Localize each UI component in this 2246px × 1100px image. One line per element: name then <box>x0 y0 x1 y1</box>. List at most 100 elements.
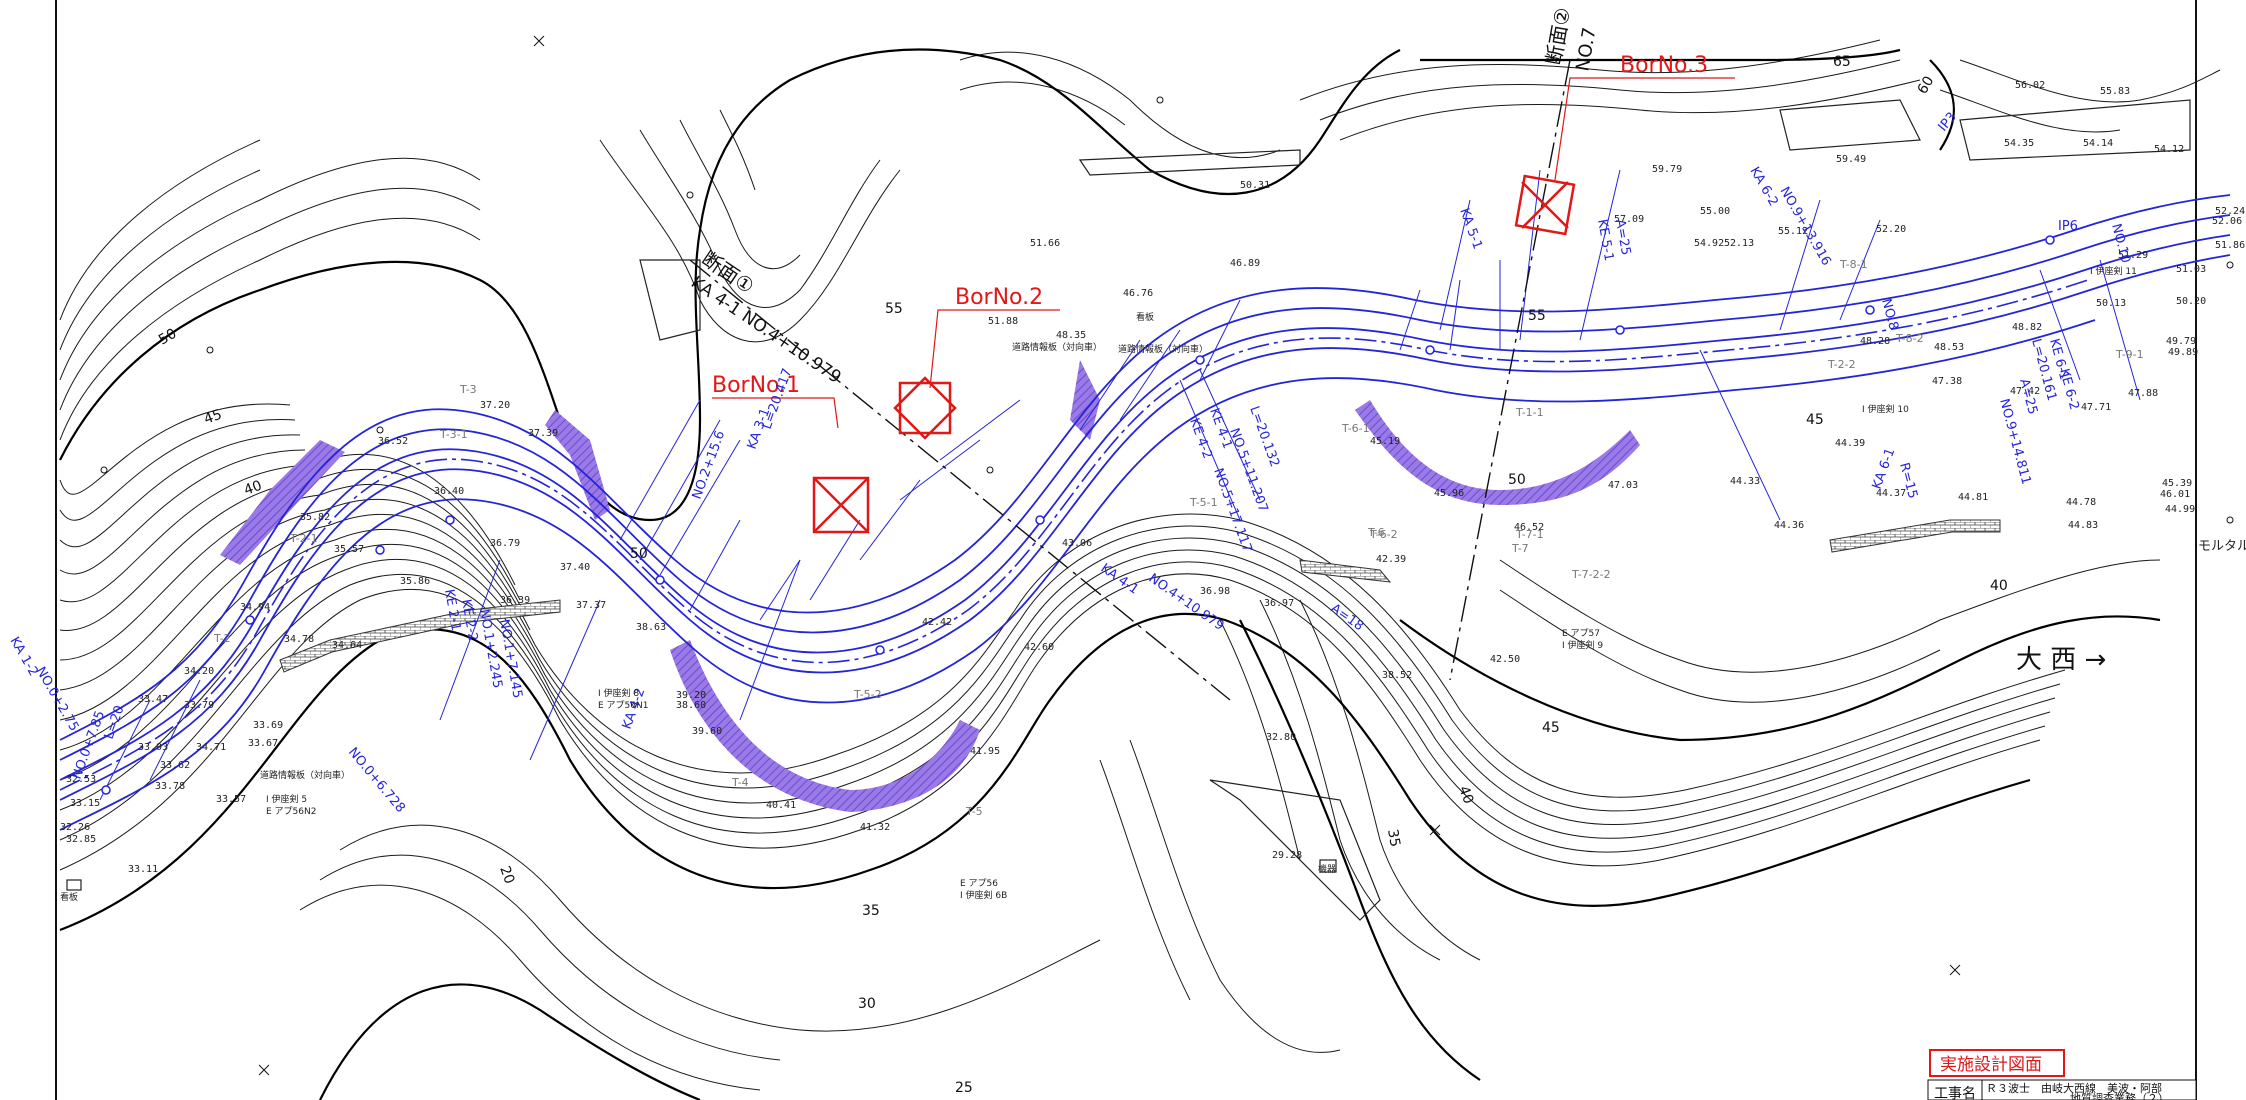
alignment-label: A=25 <box>1612 218 1633 256</box>
spot-height: 42.42 <box>922 617 952 628</box>
contour-lines <box>59 39 2221 1091</box>
spot-height: 52.24 <box>2215 206 2245 217</box>
spot-height: 36.40 <box>434 486 464 497</box>
spot-height: 34.94 <box>240 602 270 613</box>
spot-height: 44.99 <box>2165 504 2195 515</box>
retaining-walls <box>279 519 2001 673</box>
spot-height: 45.96 <box>1434 488 1464 499</box>
spot-height: 33.11 <box>128 864 158 875</box>
spot-height: 32.53 <box>66 774 96 785</box>
spot-height: 42.50 <box>1490 654 1520 665</box>
contour-label: 35 <box>862 903 880 919</box>
spot-height: 38.52 <box>1382 670 1412 681</box>
contour-label: 40 <box>242 478 264 499</box>
alignment-label: IP3 <box>1936 110 1960 135</box>
survey-tag: T-6-2 <box>1369 528 1398 541</box>
note-text: I 伊座剣 8 <box>598 687 639 699</box>
spot-height: 37.40 <box>560 562 590 573</box>
road-alignment <box>59 194 2231 831</box>
alignment-label: KE 5-1 <box>1594 218 1616 262</box>
survey-tag: T-4 <box>731 776 749 789</box>
spot-height: 38.63 <box>636 622 666 633</box>
alignment-label: KE 2-1 <box>441 588 463 632</box>
spot-height: 48.35 <box>1056 330 1086 341</box>
contour-label: 30 <box>858 996 876 1012</box>
notes-group: 道路情報板（対向車） 道路情報板（対向車） 道路情報板（対向車） E アプ56 … <box>60 265 2246 903</box>
boring-3-marker <box>1514 77 1735 236</box>
title-field-value: Ｒ３波士 由岐大西線 美波・阿部 <box>1986 1081 2162 1095</box>
spot-height: 47.38 <box>1932 376 1962 387</box>
spot-height: 33.47 <box>138 694 168 705</box>
contour-label: 60 <box>1915 74 1938 97</box>
boring-2-marker <box>893 309 1060 440</box>
spot-height: 57.09 <box>1614 214 1644 225</box>
note-text: I 伊座剣 9 <box>1562 639 1603 651</box>
spot-height: 33.79 <box>184 700 214 711</box>
spot-height: 32.85 <box>66 834 96 845</box>
spot-height: 48.82 <box>2012 322 2042 333</box>
alignment-label: NO.10 <box>2108 222 2133 265</box>
section-2-title: 断面② <box>1541 6 1575 67</box>
spot-height: 52.06 <box>2212 216 2242 227</box>
spot-height: 41.95 <box>970 746 1000 757</box>
contour-label: 40 <box>1455 784 1476 806</box>
spot-height: 49.79 <box>2166 336 2196 347</box>
contour-label: 55 <box>885 301 903 317</box>
spot-height: 54.35 <box>2004 138 2034 149</box>
boring-1-marker <box>712 397 870 534</box>
spot-height: 33.78 <box>155 781 185 792</box>
survey-tag: T-7 <box>1511 542 1529 555</box>
spot-height: 46.89 <box>1230 258 1260 269</box>
contour-label: 55 <box>1528 308 1546 324</box>
sheet-frame <box>55 0 2197 1100</box>
spot-height: 34.64 <box>332 640 362 651</box>
alignment-label: IP6 <box>2058 219 2078 234</box>
spot-height: 38.60 <box>676 700 706 711</box>
spot-height: 47.88 <box>2128 388 2158 399</box>
contour-label: 50 <box>630 546 648 562</box>
spot-height: 56.02 <box>2015 80 2045 91</box>
survey-tag: T-2-2 <box>1827 358 1856 371</box>
survey-tag: T-3 <box>459 383 477 396</box>
contour-label: 45 <box>1806 412 1824 428</box>
boring-1-label: BorNo.1 <box>712 373 800 398</box>
survey-tag: T-3-1 <box>439 428 468 441</box>
alignment-label: NO.4+10.979 <box>1146 571 1227 634</box>
spot-height: 46.76 <box>1123 288 1153 299</box>
note-text: 道路情報板（対向車） <box>1012 341 1102 353</box>
structures <box>66 99 2191 921</box>
spot-height: 51.29 <box>2118 250 2148 261</box>
contour-label: 20 <box>496 864 517 886</box>
contour-label: 45 <box>1542 720 1560 736</box>
boring-3-label: BorNo.3 <box>1620 53 1708 78</box>
spot-height: 46.01 <box>2160 489 2190 500</box>
spot-height: 45.39 <box>2162 478 2192 489</box>
note-text: I 伊座剣 11 <box>2090 265 2137 277</box>
spot-height: 29.28 <box>1272 850 1302 861</box>
survey-tag-group: T-2 T-3 T-4 T-5 T-6 T-7 T-1-1 T-2-1 T-2-… <box>213 258 2144 818</box>
alignment-points <box>101 235 2055 795</box>
spot-height: 39.20 <box>676 690 706 701</box>
note-text: 道路情報板（対向車） <box>260 769 350 781</box>
cross-section-ticks <box>99 169 2141 801</box>
section-lines <box>689 59 1571 701</box>
spot-height: 37.20 <box>480 400 510 411</box>
spot-height: 44.37 <box>1876 488 1906 499</box>
design-stamp: 実施設計図面 <box>1940 1055 2042 1075</box>
spot-height: 34.78 <box>284 634 314 645</box>
spot-height: 50.20 <box>2176 296 2206 307</box>
spot-height: 47.71 <box>2081 402 2111 413</box>
spot-height: 36.52 <box>378 436 408 447</box>
spot-height: 59.79 <box>1652 164 1682 175</box>
spot-height: 34.71 <box>196 742 226 753</box>
spot-height: 51.03 <box>2176 264 2206 275</box>
spot-height: 41.32 <box>860 822 890 833</box>
spot-height: 35.57 <box>334 544 364 555</box>
spot-height: 55.83 <box>2100 86 2130 97</box>
spot-height: 54.92 <box>1694 238 1724 249</box>
contour-label: 40 <box>1990 578 2008 594</box>
note-text: E アプ56N1 <box>598 700 648 711</box>
direction-label: 大 西 → <box>2016 645 2106 675</box>
spot-height: 52.13 <box>1724 238 1754 249</box>
spot-height: 42.60 <box>1024 642 1054 653</box>
